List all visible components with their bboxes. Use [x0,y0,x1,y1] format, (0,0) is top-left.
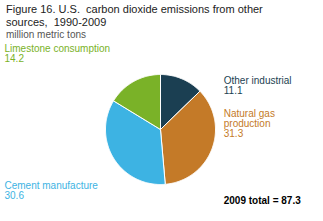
svg-text:Cement manufacture30.6: Cement manufacture30.6 [5,180,99,201]
html-text:Figure 16. U.S. carbon dioxide: Figure 16. U.S. carbon dioxide emissions… [6,3,263,28]
svg-text:2009 total = 87.3: 2009 total = 87.3 [224,195,301,206]
svg-text:Natural gasproduction31.3: Natural gasproduction31.3 [224,108,275,139]
svg-text:Limestone consumption14.2: Limestone consumption14.2 [5,43,111,64]
svg-text:Other industrial11.1: Other industrial11.1 [224,75,292,96]
html-text:million metric tons: million metric tons [6,29,86,40]
